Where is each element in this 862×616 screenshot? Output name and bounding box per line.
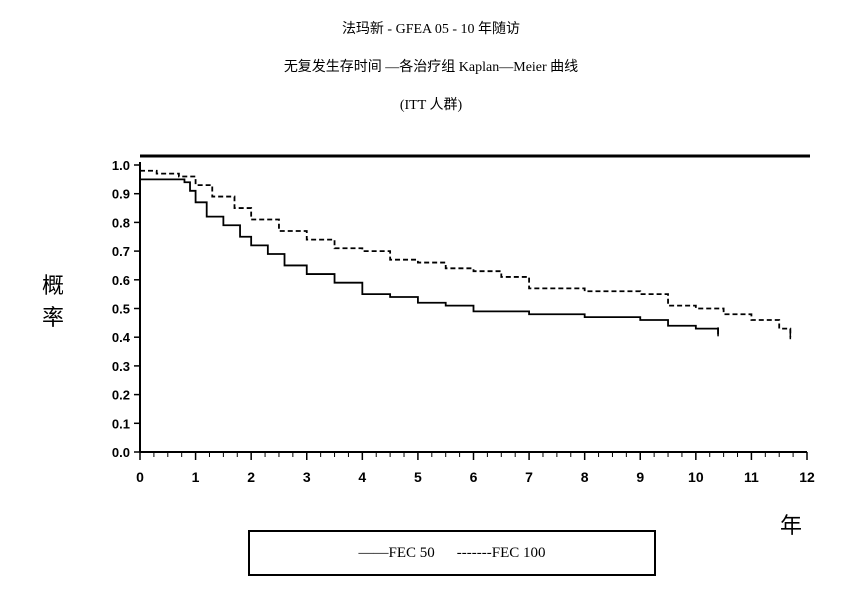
x-tick-label: 4 (358, 469, 366, 485)
x-tick-label: 12 (799, 469, 815, 485)
y-axis-label-2: 率 (42, 306, 65, 331)
y-tick-label: 0.1 (112, 416, 130, 431)
legend-fec50: ——FEC 50 (358, 544, 435, 561)
y-tick-label: 0.9 (112, 187, 130, 202)
x-tick-label: 0 (136, 469, 144, 485)
x-tick-label: 5 (414, 469, 422, 485)
y-tick-label: 0.2 (112, 388, 130, 403)
x-tick-label: 3 (303, 469, 311, 485)
x-tick-label: 6 (470, 469, 478, 485)
x-tick-label: 1 (192, 469, 200, 485)
x-tick-label: 9 (636, 469, 644, 485)
y-tick-label: 0.8 (112, 215, 130, 230)
y-axis-label-1: 概 (42, 274, 65, 299)
y-tick-label: 1.0 (112, 158, 130, 173)
y-tick-label: 0.7 (112, 244, 130, 259)
x-tick-label: 7 (525, 469, 533, 485)
series-line-fec-100 (140, 169, 792, 338)
y-tick-label: 0.6 (112, 273, 130, 288)
y-tick-label: 0.3 (112, 359, 130, 374)
x-tick-label: 11 (744, 469, 759, 485)
legend: ——FEC 50 -------FEC 100 (248, 530, 656, 576)
y-tick-label: 0.5 (112, 302, 130, 317)
series-line-fec-50 (140, 178, 719, 335)
x-tick-label: 8 (581, 469, 589, 485)
x-tick-label: 10 (688, 469, 704, 485)
chart-title: 法玛新 - GFEA 05 - 10 年随访 (341, 22, 521, 37)
y-tick-label: 0.4 (112, 330, 131, 345)
legend-fec100: -------FEC 100 (456, 544, 546, 561)
chart-population: (ITT 人群) (399, 98, 463, 113)
x-axis-label: 年 (780, 514, 803, 539)
x-tick-label: 2 (247, 469, 255, 485)
chart-subtitle: 无复发生存时间 —各治疗组 Kaplan—Meier 曲线 (283, 60, 579, 75)
y-tick-label: 0.0 (112, 445, 130, 460)
